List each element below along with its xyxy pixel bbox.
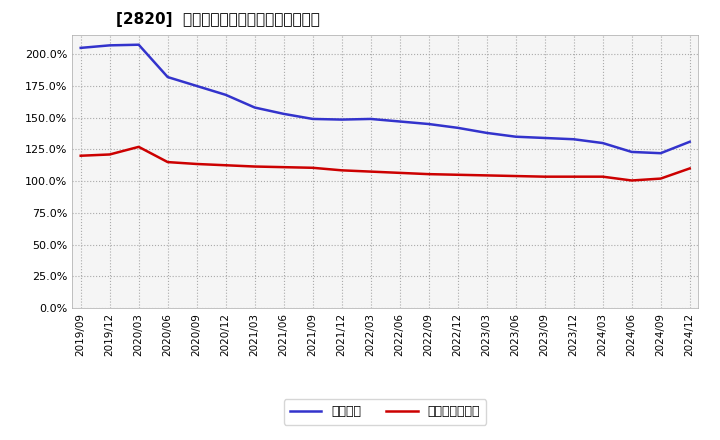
固定長期適合率 (570, 174, 578, 180)
固定長期適合率 (424, 172, 433, 177)
固定長期適合率 (541, 174, 549, 180)
固定長期適合率 (657, 176, 665, 181)
Line: 固定長期適合率: 固定長期適合率 (81, 147, 690, 180)
固定長期適合率 (163, 159, 172, 165)
Text: [2820]  固定比率、固定長期適合率の推移: [2820] 固定比率、固定長期適合率の推移 (116, 12, 320, 27)
固定比率 (366, 116, 375, 121)
固定長期適合率 (192, 161, 201, 167)
Legend: 固定比率, 固定長期適合率: 固定比率, 固定長期適合率 (284, 399, 487, 425)
固定長期適合率 (105, 152, 114, 157)
固定比率 (482, 130, 491, 136)
固定比率 (627, 149, 636, 154)
固定長期適合率 (395, 170, 404, 176)
固定長期適合率 (482, 173, 491, 178)
固定比率 (76, 45, 85, 51)
固定比率 (395, 119, 404, 124)
固定比率 (657, 150, 665, 156)
固定比率 (163, 74, 172, 80)
Line: 固定比率: 固定比率 (81, 45, 690, 153)
固定長期適合率 (221, 163, 230, 168)
固定比率 (279, 111, 288, 117)
固定比率 (221, 92, 230, 98)
固定比率 (105, 43, 114, 48)
固定長期適合率 (598, 174, 607, 180)
固定比率 (598, 140, 607, 146)
固定比率 (338, 117, 346, 122)
固定比率 (192, 83, 201, 88)
固定比率 (570, 136, 578, 142)
固定長期適合率 (685, 166, 694, 171)
固定長期適合率 (338, 168, 346, 173)
固定比率 (424, 121, 433, 127)
固定比率 (454, 125, 462, 131)
固定長期適合率 (76, 153, 85, 158)
固定比率 (251, 105, 259, 110)
固定比率 (511, 134, 520, 139)
固定長期適合率 (251, 164, 259, 169)
固定長期適合率 (627, 178, 636, 183)
固定比率 (308, 116, 317, 121)
固定比率 (541, 136, 549, 141)
固定比率 (135, 42, 143, 48)
固定長期適合率 (279, 165, 288, 170)
固定長期適合率 (454, 172, 462, 177)
固定長期適合率 (308, 165, 317, 170)
固定長期適合率 (135, 144, 143, 150)
固定比率 (685, 139, 694, 144)
固定長期適合率 (511, 173, 520, 179)
固定長期適合率 (366, 169, 375, 174)
